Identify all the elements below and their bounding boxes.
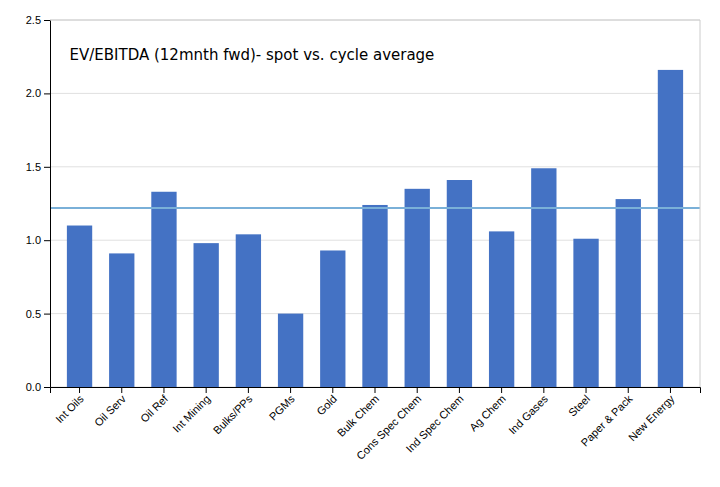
y-tick-mark xyxy=(44,167,50,168)
y-tick: 1.0 xyxy=(26,234,50,246)
x-tick-mark xyxy=(79,387,80,393)
x-tick-label: Ind Gases xyxy=(506,392,550,436)
x-tick-mark xyxy=(163,387,164,393)
y-tick: 0.5 xyxy=(26,308,50,320)
x-tick-label: Steel xyxy=(566,393,592,419)
y-axis: 0.0 0.5 1.0 1.5 2.0 2.5 xyxy=(26,14,51,393)
grid xyxy=(50,20,700,387)
bar xyxy=(278,314,303,387)
x-tick: Ind Spec Chem xyxy=(404,387,466,455)
title: EV/EBITDA (12mnth fwd)- spot vs. cycle a… xyxy=(70,46,435,64)
plot-area: 0.0 0.5 1.0 1.5 2.0 2.5 Int OilsOil Serv Oil Re… xyxy=(26,14,701,462)
reference-line xyxy=(50,207,700,209)
x-tick-mark xyxy=(501,387,502,393)
x-tick-mark xyxy=(543,387,544,393)
bar xyxy=(531,168,556,387)
x-tick-mark xyxy=(586,387,587,393)
bar xyxy=(151,192,176,387)
frame-right xyxy=(700,20,701,387)
marks xyxy=(50,70,700,387)
x-tick-label: Int Mining xyxy=(170,393,212,435)
x-tick-label: Paper & Pack xyxy=(578,392,634,448)
bar xyxy=(658,70,683,387)
grid-line xyxy=(50,20,700,21)
x-tick-label: Oil Ref xyxy=(138,392,171,425)
chart-container: 0.0 0.5 1.0 1.5 2.0 2.5 Int OilsOil Serv Oil Re… xyxy=(0,0,720,487)
y-tick-mark xyxy=(44,93,50,94)
bar xyxy=(109,253,134,387)
x-tick-label: Gold xyxy=(314,393,339,418)
x-tick: Bulks/PPs xyxy=(211,387,255,436)
x-tick: PGMs xyxy=(267,387,297,423)
x-axis: Int OilsOil Serv Oil RefInt MiningBulks/P… xyxy=(51,387,701,462)
x-tick: Oil Serv xyxy=(92,387,128,429)
y-tick: 2.5 xyxy=(26,14,50,26)
bar xyxy=(194,243,219,387)
y-tick-mark xyxy=(44,240,50,241)
frame-top xyxy=(50,20,700,21)
grid-line xyxy=(50,166,700,167)
x-tick-label: Bulks/PPs xyxy=(211,392,255,436)
x-tick: Ag Chem xyxy=(467,387,508,433)
x-tick-mark xyxy=(459,387,460,393)
x-tick: Int Mining xyxy=(170,387,212,435)
y-tick: 0.0 xyxy=(26,381,50,393)
y-axis-line xyxy=(44,21,51,388)
x-tick-label: PGMs xyxy=(267,392,297,422)
x-tick-mark xyxy=(248,387,249,393)
x-axis-line xyxy=(51,388,701,394)
x-tick-mark xyxy=(628,387,629,393)
y-tick-label: 0.0 xyxy=(26,381,41,393)
bar xyxy=(362,205,387,387)
y-tick-label: 1.0 xyxy=(26,234,41,246)
y-tick-label: 2.0 xyxy=(26,87,41,99)
x-tick: Bulk Chem xyxy=(335,387,382,439)
bar xyxy=(405,189,430,387)
x-tick-mark xyxy=(206,387,207,393)
bar xyxy=(236,234,261,387)
x-tick-mark xyxy=(417,387,418,393)
x-tick-mark xyxy=(121,387,122,393)
y-tick: 1.5 xyxy=(26,161,50,173)
bar xyxy=(489,231,514,387)
y-tick-mark xyxy=(44,20,50,21)
y-tick-label: 2.5 xyxy=(26,14,41,26)
x-tick-label: New Energy xyxy=(626,392,677,443)
bar xyxy=(447,180,472,387)
grid-line xyxy=(50,93,700,94)
x-tick: Oil Ref xyxy=(138,387,171,425)
y-tick-mark xyxy=(44,314,50,315)
x-tick-label: Int Oils xyxy=(53,392,86,425)
x-tick-label: Oil Serv xyxy=(92,392,128,428)
x-tick: Steel xyxy=(566,387,592,419)
x-tick-label: Ag Chem xyxy=(467,393,508,434)
x-tick: Gold xyxy=(314,387,339,417)
x-tick-mark xyxy=(375,387,376,393)
x-tick: Int Oils xyxy=(53,387,86,425)
x-tick-mark xyxy=(332,387,333,393)
bar xyxy=(616,199,641,387)
y-tick-mark xyxy=(44,387,50,388)
x-tick-label: Ind Spec Chem xyxy=(404,393,466,455)
x-tick: Paper & Pack xyxy=(578,387,634,449)
chart-svg: 0.0 0.5 1.0 1.5 2.0 2.5 Int OilsOil Serv Oil Re… xyxy=(0,0,720,487)
x-tick-mark xyxy=(670,387,671,393)
y-tick: 2.0 xyxy=(26,87,50,99)
y-tick-label: 1.5 xyxy=(26,161,41,173)
y-tick-label: 0.5 xyxy=(26,308,41,320)
x-tick: Ind Gases xyxy=(506,387,550,436)
bar xyxy=(67,226,92,387)
x-tick-mark xyxy=(290,387,291,393)
bar xyxy=(573,239,598,387)
x-tick: New Energy xyxy=(626,387,677,443)
bar xyxy=(320,250,345,387)
